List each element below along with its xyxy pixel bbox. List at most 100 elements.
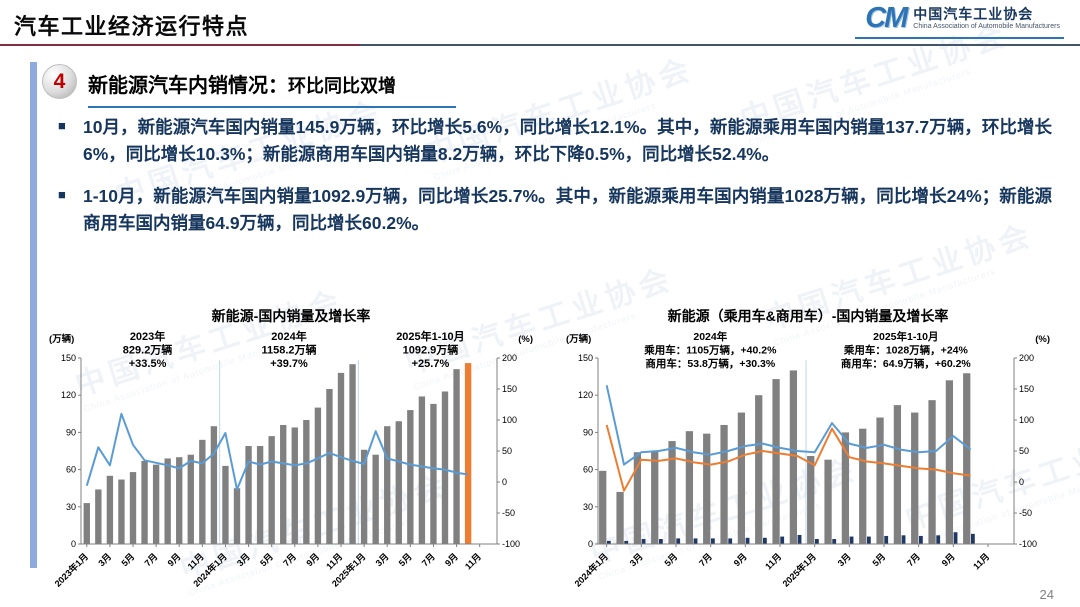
svg-text:3月: 3月 bbox=[96, 551, 113, 568]
svg-text:150: 150 bbox=[578, 353, 593, 363]
svg-text:3月: 3月 bbox=[836, 551, 853, 568]
svg-text:5月: 5月 bbox=[662, 551, 679, 568]
svg-text:0: 0 bbox=[1019, 477, 1024, 487]
svg-text:11月: 11月 bbox=[186, 551, 206, 571]
svg-text:11月: 11月 bbox=[763, 551, 783, 571]
svg-text:120: 120 bbox=[578, 390, 593, 400]
svg-text:1158.2万辆: 1158.2万辆 bbox=[261, 343, 316, 357]
svg-text:+39.7%: +39.7% bbox=[270, 358, 308, 370]
caam-logo-mark-icon: CM bbox=[865, 2, 908, 34]
svg-text:9月: 9月 bbox=[443, 551, 460, 568]
bullet-item-october: 10月，新能源汽车国内销量145.9万辆，环比增长5.6%，同比增长12.1%。… bbox=[58, 114, 1052, 168]
svg-text:5月: 5月 bbox=[870, 551, 887, 568]
chart-title-nev-total: 新能源-国内销量及增长率 bbox=[211, 308, 371, 324]
page-number: 24 bbox=[1039, 587, 1054, 602]
svg-text:2025年1-10月: 2025年1-10月 bbox=[396, 329, 465, 343]
section-number-badge: 4 bbox=[42, 64, 77, 99]
header-divider bbox=[0, 44, 1080, 46]
svg-text:7月: 7月 bbox=[420, 551, 437, 568]
svg-text:-100: -100 bbox=[502, 539, 520, 549]
svg-text:7月: 7月 bbox=[143, 551, 160, 568]
svg-text:9月: 9月 bbox=[166, 551, 183, 568]
svg-text:150: 150 bbox=[1019, 384, 1034, 394]
bars-group bbox=[83, 363, 472, 544]
svg-text:30: 30 bbox=[66, 502, 76, 512]
svg-text:200: 200 bbox=[502, 353, 517, 363]
svg-text:7月: 7月 bbox=[905, 551, 922, 568]
svg-text:200: 200 bbox=[1019, 353, 1034, 363]
bullet-item-jan-oct: 1-10月，新能源汽车国内销量1092.9万辆，同比增长25.7%。其中，新能源… bbox=[58, 183, 1052, 237]
caam-logo-name-cn: 中国汽车工业协会 bbox=[913, 6, 1034, 23]
svg-text:3月: 3月 bbox=[628, 551, 645, 568]
page-title: 汽车工业经济运行特点 bbox=[14, 14, 250, 39]
svg-text:100: 100 bbox=[1019, 415, 1034, 425]
svg-text:-100: -100 bbox=[1019, 539, 1037, 549]
nev-pv-cv-sales-growth-chart: 0 30 60 90 120 150 -100 -50 0 50 100 150 200 2024年1月 3… bbox=[566, 330, 1050, 589]
svg-text:60: 60 bbox=[583, 465, 593, 475]
svg-text:乘用车：1105万辆，+40.2%: 乘用车：1105万辆，+40.2% bbox=[643, 344, 777, 357]
svg-text:5月: 5月 bbox=[119, 551, 136, 568]
section-heading-sub: 环比同比双增 bbox=[288, 76, 396, 96]
growth-line bbox=[85, 412, 469, 491]
svg-text:-50: -50 bbox=[1019, 508, 1032, 518]
svg-text:2025年1-10月: 2025年1-10月 bbox=[873, 330, 938, 343]
svg-text:(%): (%) bbox=[1035, 334, 1050, 345]
svg-text:11月: 11月 bbox=[324, 551, 344, 571]
svg-text:2024年: 2024年 bbox=[271, 329, 306, 343]
svg-text:90: 90 bbox=[583, 427, 593, 437]
svg-text:11月: 11月 bbox=[463, 551, 483, 571]
section-heading-main: 新能源汽车内销情况： bbox=[88, 75, 288, 97]
svg-text:商用车：53.8万辆，+30.3%: 商用车：53.8万辆，+30.3% bbox=[645, 357, 776, 370]
svg-text:150: 150 bbox=[502, 384, 517, 394]
svg-text:120: 120 bbox=[61, 390, 76, 400]
svg-text:100: 100 bbox=[502, 415, 517, 425]
growth-line bbox=[605, 424, 971, 492]
chart-title-nev-pv-cv: 新能源（乘用车&商用车）-国内销量及增长率 bbox=[667, 308, 949, 324]
caam-logo-name-en: China Association of Automobile Manufact… bbox=[913, 23, 1060, 31]
svg-text:0: 0 bbox=[588, 539, 593, 549]
svg-text:商用车：64.9万辆，+60.2%: 商用车：64.9万辆，+60.2% bbox=[841, 357, 972, 370]
svg-text:2025年1月: 2025年1月 bbox=[780, 551, 818, 589]
svg-text:0: 0 bbox=[502, 477, 507, 487]
svg-text:90: 90 bbox=[66, 427, 76, 437]
svg-text:60: 60 bbox=[66, 465, 76, 475]
svg-text:2024年: 2024年 bbox=[693, 330, 727, 343]
section-heading: 新能源汽车内销情况：环比同比双增 bbox=[88, 69, 456, 108]
svg-text:(万辆): (万辆) bbox=[566, 333, 591, 345]
svg-text:0: 0 bbox=[71, 539, 76, 549]
chart-panel-nev-pv-cv: 新能源（乘用车&商用车）-国内销量及增长率 0 30 60 90 120 150 -100 -… bbox=[552, 306, 1064, 604]
svg-text:9月: 9月 bbox=[940, 551, 957, 568]
svg-text:9月: 9月 bbox=[732, 551, 749, 568]
svg-text:150: 150 bbox=[61, 353, 76, 363]
svg-text:7月: 7月 bbox=[281, 551, 298, 568]
caam-logo: CM 中国汽车工业协会 China Association of Automob… bbox=[855, 4, 1064, 39]
svg-text:2024年1月: 2024年1月 bbox=[572, 551, 610, 589]
svg-text:-50: -50 bbox=[502, 508, 515, 518]
svg-text:7月: 7月 bbox=[697, 551, 714, 568]
svg-text:乘用车：1028万辆，+24%: 乘用车：1028万辆，+24% bbox=[843, 344, 969, 357]
growth-line bbox=[605, 385, 972, 466]
svg-text:1092.9万辆: 1092.9万辆 bbox=[403, 343, 459, 357]
svg-text:9月: 9月 bbox=[304, 551, 321, 568]
svg-text:5月: 5月 bbox=[397, 551, 414, 568]
svg-text:5月: 5月 bbox=[258, 551, 275, 568]
nev-domestic-sales-growth-chart: 0 30 60 90 120 150 -100 -50 0 50 100 150 200 2023年1月 3… bbox=[49, 329, 533, 589]
svg-text:+33.5%: +33.5% bbox=[129, 358, 167, 370]
svg-text:11月: 11月 bbox=[971, 551, 991, 571]
svg-text:2023年1月: 2023年1月 bbox=[52, 551, 90, 589]
bars-group bbox=[599, 370, 975, 544]
svg-text:50: 50 bbox=[502, 446, 512, 456]
chart-panel-nev-total: 新能源-国内销量及增长率 0 30 60 90 120 150 -100 -50 0 50 100 1… bbox=[40, 306, 542, 604]
svg-text:+25.7%: +25.7% bbox=[412, 358, 450, 370]
svg-text:(万辆): (万辆) bbox=[49, 333, 74, 345]
svg-text:2023年: 2023年 bbox=[130, 329, 165, 343]
bullet-list: 10月，新能源汽车国内销量145.9万辆，环比增长5.6%，同比增长12.1%。… bbox=[58, 114, 1052, 253]
svg-text:3月: 3月 bbox=[235, 551, 252, 568]
left-accent-bar bbox=[30, 62, 37, 568]
svg-text:829.2万辆: 829.2万辆 bbox=[123, 343, 173, 357]
svg-text:3月: 3月 bbox=[374, 551, 391, 568]
svg-text:(%): (%) bbox=[518, 334, 533, 345]
svg-text:30: 30 bbox=[583, 502, 593, 512]
svg-text:50: 50 bbox=[1019, 446, 1029, 456]
